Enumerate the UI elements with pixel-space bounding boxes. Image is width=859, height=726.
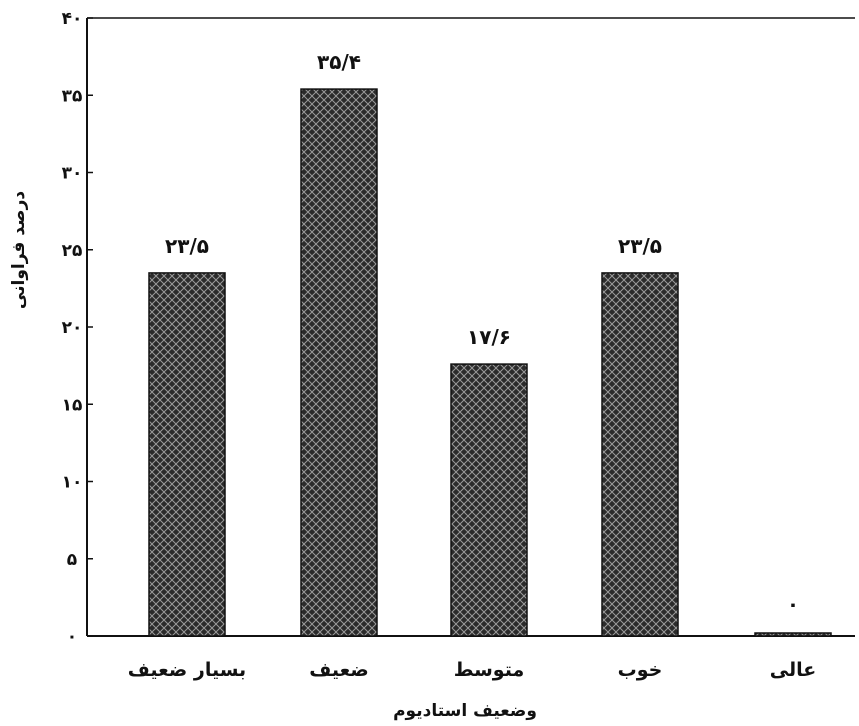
bar-value-label: ۳۵/۴ bbox=[317, 50, 361, 74]
category-label: بسیار ضعیف bbox=[128, 659, 246, 681]
y-axis-label: درصد فراوانی bbox=[9, 191, 29, 309]
bar bbox=[148, 272, 226, 637]
category-label: خوب bbox=[618, 659, 663, 681]
y-tick-label: ۳۵ bbox=[62, 86, 83, 106]
y-tick-label: ۴۰ bbox=[62, 9, 83, 29]
y-tick-label: ۱۰ bbox=[62, 473, 83, 493]
y-tick-label: ۵ bbox=[67, 550, 77, 570]
category-label: ضعیف bbox=[309, 659, 368, 681]
y-tick-label: ۱۵ bbox=[62, 395, 83, 415]
bars bbox=[148, 88, 832, 637]
y-tick-label: ۰ bbox=[67, 627, 77, 647]
y-tick-label: ۲۵ bbox=[62, 241, 83, 261]
y-tick-labels: ۰ ۵ ۱۰ ۱۵ ۲۰ ۲۵ ۳۰ ۳۵ ۴۰ bbox=[62, 9, 93, 647]
bar-value-label: ۲۳/۵ bbox=[165, 234, 209, 258]
bar-value-label: ۰ bbox=[787, 592, 799, 616]
bar-value-label: ۱۷/۶ bbox=[467, 325, 511, 349]
bar-value-label: ۲۳/۵ bbox=[618, 234, 662, 258]
category-label: عالی bbox=[770, 659, 816, 681]
data-labels: ۲۳/۵ ۳۵/۴ ۱۷/۶ ۲۳/۵ ۰ bbox=[165, 50, 799, 616]
x-axis-label: وضعیف استادیوم bbox=[393, 701, 537, 721]
y-tick-label: ۲۰ bbox=[62, 318, 83, 338]
bar bbox=[300, 88, 378, 637]
y-tick-label: ۳۰ bbox=[62, 164, 83, 184]
category-label: متوسط bbox=[454, 659, 524, 681]
bar bbox=[754, 632, 832, 637]
bar bbox=[450, 363, 528, 637]
bar bbox=[601, 272, 679, 637]
category-labels: بسیار ضعیف ضعیف متوسط خوب عالی bbox=[128, 659, 816, 681]
